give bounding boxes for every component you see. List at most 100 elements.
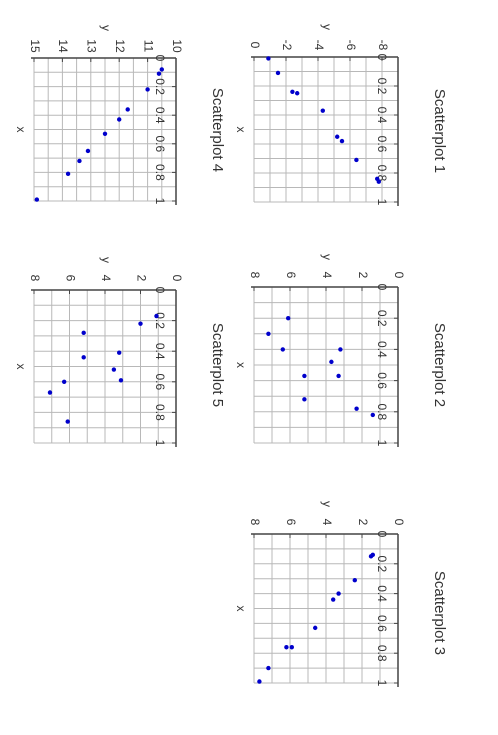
x-tick-label: 0.6 — [153, 373, 167, 390]
y-tick-label: 12 — [113, 39, 127, 53]
x-tick-label: 0.4 — [153, 343, 167, 360]
x-tick-label: 1 — [375, 680, 389, 687]
y-tick-label: 0 — [248, 42, 262, 49]
data-point — [370, 412, 375, 418]
y-tick-label: 14 — [56, 39, 70, 53]
x-tick-label: 0.2 — [375, 310, 389, 327]
data-point — [61, 379, 67, 384]
y-axis-title: y — [320, 24, 334, 30]
x-tick-label: 0.8 — [375, 645, 389, 662]
data-point — [34, 197, 40, 202]
y-tick-label: 13 — [85, 39, 99, 53]
y-tick-label: -4 — [312, 40, 326, 51]
y-tick-label: 4 — [99, 275, 113, 282]
data-point — [376, 179, 381, 184]
data-point — [275, 70, 281, 76]
y-tick-label: 6 — [284, 519, 298, 526]
data-point — [159, 67, 164, 72]
scatterplot-4: 0 0.2 0.4 0.6 0.8 1 10 11 12 13 14 15 x y Scatterplot … — [14, 25, 226, 205]
data-point — [295, 91, 300, 96]
x-tick-label: 0.8 — [375, 403, 389, 420]
x-tick-label: 0.2 — [375, 78, 389, 95]
data-point — [154, 313, 159, 319]
data-point — [354, 406, 359, 411]
data-point — [81, 355, 86, 360]
data-point — [338, 347, 343, 352]
x-axis-title: x — [234, 362, 248, 368]
data-point — [336, 373, 341, 379]
chart-title: Scatterplot 4 — [209, 88, 226, 172]
x-tick-label: 0.2 — [375, 555, 389, 572]
x-tick-label: 0 — [375, 531, 389, 538]
data-point — [336, 591, 341, 596]
data-point — [85, 148, 91, 154]
y-tick-label: -8 — [376, 40, 390, 51]
y-tick-label: -6 — [344, 40, 358, 51]
data-point — [65, 171, 71, 177]
data-point — [352, 577, 357, 583]
y-tick-label: 4 — [320, 272, 334, 279]
data-point — [289, 645, 294, 650]
data-point — [156, 71, 162, 76]
x-tick-label: 0.4 — [375, 107, 389, 124]
chart-title: Scatterplot 5 — [209, 323, 226, 407]
x-tick-label: 0.2 — [153, 78, 167, 95]
data-point — [257, 679, 262, 684]
x-tick-label: 0 — [375, 284, 389, 291]
x-tick-label: 0.8 — [153, 164, 167, 181]
x-axis-title: x — [234, 606, 248, 612]
y-tick-label: 2 — [134, 275, 148, 282]
y-axis-title: y — [99, 25, 113, 31]
data-point — [65, 419, 70, 424]
chart-title: Scatterplot 3 — [431, 571, 448, 655]
x-tick-label: 0.6 — [375, 615, 389, 632]
y-axis-title: y — [320, 254, 334, 260]
data-point — [102, 131, 108, 136]
data-point — [302, 397, 307, 402]
y-tick-label: 0 — [392, 272, 406, 279]
y-tick-label: 0 — [392, 519, 406, 526]
data-point — [284, 645, 289, 650]
chart-title: Scatterplot 2 — [431, 323, 448, 407]
y-tick-label: 15 — [28, 39, 42, 53]
x-tick-label: 0.4 — [153, 107, 167, 124]
y-tick-label: 8 — [248, 519, 262, 526]
x-tick-label: 1 — [153, 440, 167, 447]
data-point — [331, 597, 336, 602]
data-point — [145, 87, 150, 92]
x-tick-label: 1 — [153, 198, 167, 205]
x-tick-label: 1 — [375, 199, 389, 206]
data-point — [77, 158, 82, 164]
y-axis-title: y — [99, 257, 113, 263]
data-point — [290, 89, 295, 95]
x-axis-title: x — [234, 127, 248, 133]
y-tick-label: 8 — [248, 272, 262, 279]
data-point — [118, 378, 124, 383]
data-point — [117, 350, 122, 355]
data-point — [111, 367, 117, 372]
y-tick-label: 6 — [284, 272, 298, 279]
data-point — [125, 107, 130, 112]
y-tick-label: -2 — [280, 40, 294, 51]
x-tick-label: 0.4 — [375, 341, 389, 358]
y-tick-label: 0 — [170, 275, 184, 282]
data-point — [138, 321, 143, 326]
data-point — [280, 347, 285, 352]
x-tick-label: 0 — [153, 287, 167, 294]
data-point — [266, 331, 271, 336]
y-axis-title: y — [320, 501, 334, 507]
y-tick-label: 8 — [28, 275, 42, 282]
data-point — [339, 138, 345, 144]
data-point — [286, 316, 291, 321]
x-axis-title: x — [14, 127, 28, 133]
data-point — [266, 665, 271, 671]
x-tick-label: 0.6 — [375, 372, 389, 389]
x-axis-title: x — [14, 364, 28, 370]
y-tick-label: 2 — [356, 272, 370, 279]
y-tick-label: 10 — [170, 39, 184, 53]
data-point — [266, 56, 271, 61]
